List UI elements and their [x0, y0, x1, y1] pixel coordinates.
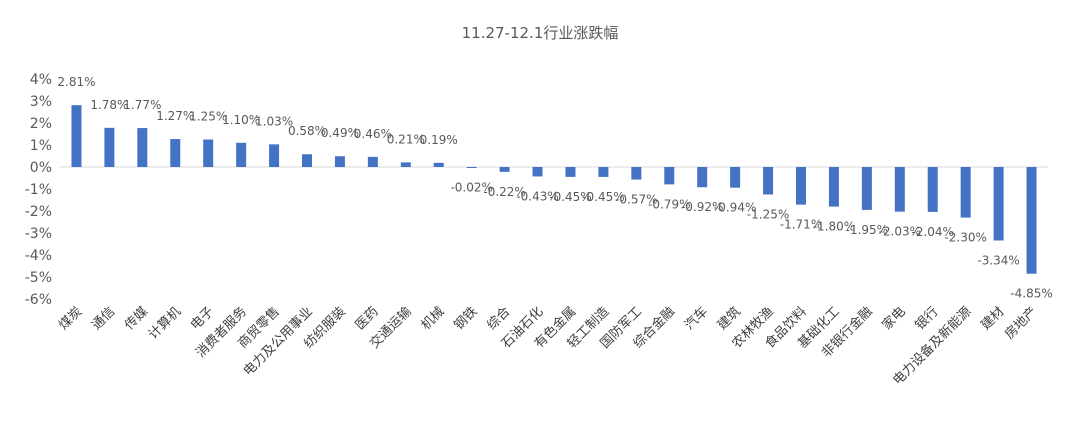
- data-label: 0.21%: [387, 132, 425, 146]
- bar: [730, 167, 741, 188]
- category-label: 家电: [879, 304, 909, 334]
- bar: [334, 156, 345, 167]
- data-label: 0.19%: [420, 133, 458, 147]
- category-label: 机械: [419, 304, 448, 333]
- bar: [71, 105, 82, 167]
- y-tick-label: -3%: [25, 226, 52, 242]
- y-tick-label: 2%: [30, 116, 52, 132]
- data-label: -0.92%: [681, 200, 723, 214]
- category-label: 电子: [188, 304, 217, 333]
- data-label: -0.43%: [516, 189, 558, 203]
- y-tick-label: 0%: [30, 160, 52, 176]
- bar: [1026, 167, 1037, 274]
- data-label: -1.25%: [747, 208, 789, 222]
- data-labels-group: 2.81% 1.78%1.77%1.27%1.25%1.10%1.03%0.58%…: [57, 75, 1052, 301]
- bar: [137, 128, 148, 167]
- y-tick-label: -2%: [25, 204, 52, 220]
- data-label: 1.25%: [189, 110, 227, 124]
- chart-title: 11.27-12.1行业涨跌幅: [461, 24, 619, 42]
- bars-group: [71, 105, 1037, 274]
- data-label: 0.46%: [354, 127, 392, 141]
- data-label: -0.57%: [615, 193, 657, 207]
- category-label: 建筑: [714, 304, 744, 334]
- bar: [664, 167, 675, 185]
- bar: [532, 167, 543, 177]
- bar: [894, 167, 905, 212]
- category-labels-group: 煤炭 通信 传媒计算机 电子消费者服务商贸零售电力及公用事业纺织服装 医药交通运输 机械钢…: [56, 304, 1040, 389]
- bar: [400, 162, 411, 167]
- category-label: 传媒: [122, 304, 151, 333]
- bar: [367, 156, 378, 167]
- y-tick-label: 3%: [30, 94, 52, 110]
- bar: [927, 167, 938, 212]
- data-label: -2.03%: [879, 225, 921, 239]
- bar: [763, 167, 774, 195]
- data-label: -0.79%: [648, 197, 690, 211]
- bar: [828, 167, 839, 207]
- bar: [499, 167, 510, 172]
- data-label: -2.30%: [944, 231, 986, 245]
- bar: [236, 142, 247, 167]
- category-label: 房地产: [1001, 304, 1040, 343]
- bar: [269, 144, 280, 167]
- bar: [565, 167, 576, 177]
- bar: [631, 167, 642, 180]
- bar: [960, 167, 971, 218]
- data-label: 0.58%: [288, 124, 326, 138]
- data-label: -3.34%: [977, 253, 1019, 267]
- y-tick-label: 4%: [30, 72, 52, 88]
- data-label: 0.49%: [321, 126, 359, 140]
- data-label: 1.78%: [90, 98, 128, 112]
- y-tick-label: -5%: [25, 270, 52, 286]
- bar: [203, 139, 214, 167]
- bar: [433, 162, 444, 167]
- y-tick-label: -1%: [25, 182, 52, 198]
- bar: [861, 167, 872, 210]
- data-label: -1.71%: [780, 218, 822, 232]
- bar: [466, 167, 477, 168]
- bar: [796, 167, 806, 205]
- bar: [104, 127, 115, 167]
- data-label: -2.04%: [912, 225, 954, 239]
- data-label: -0.45%: [582, 190, 624, 204]
- data-label: -1.80%: [813, 220, 855, 234]
- data-label: -1.95%: [846, 223, 888, 237]
- data-label: -0.02%: [450, 180, 492, 194]
- bar: [993, 167, 1004, 241]
- category-label: 钢铁: [451, 304, 480, 333]
- data-label: 1.77%: [123, 98, 161, 112]
- y-axis-labels: -6% -5% -4% -3% -2% -1% 0% 1% 2% 3% 4%: [25, 72, 52, 308]
- y-tick-label: 1%: [30, 138, 52, 154]
- data-label: -0.22%: [483, 185, 525, 199]
- category-label: 煤炭: [56, 304, 85, 333]
- bar: [302, 154, 312, 167]
- y-tick-label: -6%: [25, 292, 52, 308]
- bar: [697, 167, 708, 188]
- bar: [598, 167, 609, 177]
- category-label: 通信: [89, 304, 118, 333]
- category-label: 汽车: [681, 304, 711, 334]
- data-label: 2.81%: [57, 75, 95, 89]
- bar: [170, 139, 181, 167]
- data-label: -0.94%: [714, 201, 756, 215]
- y-tick-label: -4%: [25, 248, 52, 264]
- data-label: 1.03%: [255, 114, 293, 128]
- data-label: 1.27%: [156, 109, 194, 123]
- category-label: 建材: [978, 304, 1007, 333]
- data-label: 1.10%: [222, 113, 260, 127]
- data-label: -0.45%: [549, 190, 591, 204]
- data-label: -4.85%: [1010, 287, 1052, 301]
- category-label: 计算机: [146, 304, 184, 342]
- category-label: 综合: [484, 304, 513, 333]
- category-label: 银行: [913, 304, 942, 333]
- category-label: 医药: [353, 304, 382, 333]
